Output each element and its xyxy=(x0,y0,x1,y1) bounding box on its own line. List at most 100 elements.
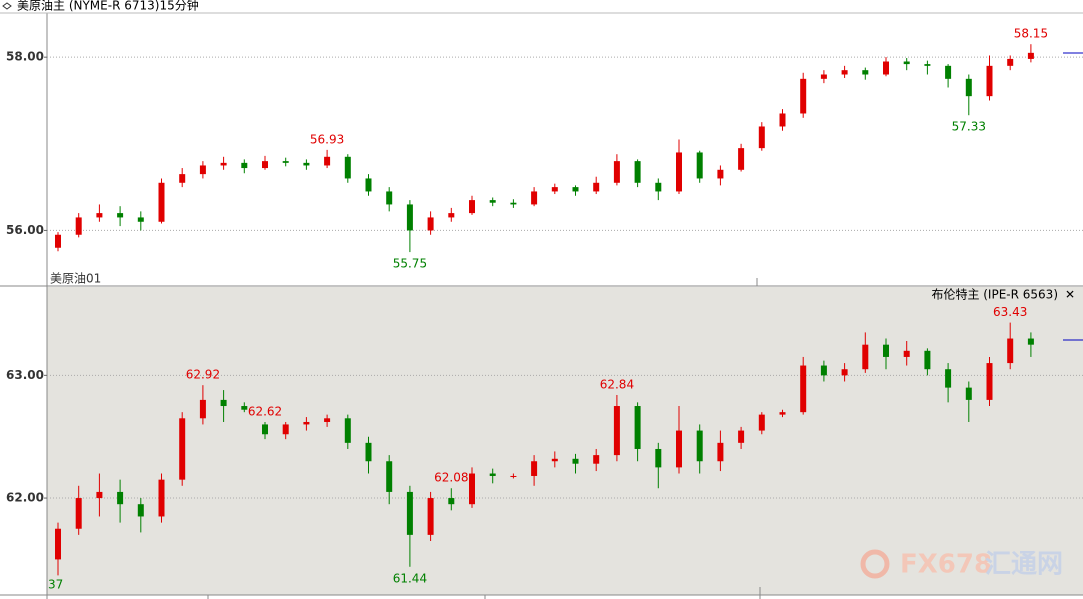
candle-body xyxy=(903,350,910,357)
candle-body xyxy=(634,161,641,183)
candle-body xyxy=(241,162,248,169)
candle-body xyxy=(220,399,227,407)
candle-body xyxy=(55,528,61,560)
candle-body xyxy=(717,442,724,462)
candle-body xyxy=(738,148,745,170)
candle-body xyxy=(924,350,931,370)
candle-body xyxy=(324,156,331,166)
candle-body xyxy=(469,200,475,214)
candle-body xyxy=(96,213,103,218)
close-button[interactable]: ✕ xyxy=(1065,288,1075,302)
candle-body xyxy=(510,475,517,477)
candle-body xyxy=(324,418,331,422)
candle-body xyxy=(758,414,765,431)
candle-body xyxy=(676,152,682,192)
candle-body xyxy=(55,234,61,248)
candle-body xyxy=(551,458,558,462)
candle-body xyxy=(1007,58,1014,66)
candle-body xyxy=(75,498,82,529)
candle-body xyxy=(903,61,910,65)
candle-body xyxy=(489,473,496,476)
candle-body xyxy=(986,65,993,97)
candle-body xyxy=(531,461,538,476)
candle-body xyxy=(696,430,703,462)
candle-body xyxy=(344,418,351,443)
extreme-label: 58.15 xyxy=(1014,27,1048,41)
y-tick-label: 56.00 xyxy=(6,223,44,237)
extreme-label: 62.62 xyxy=(248,404,282,418)
candle-body xyxy=(1027,338,1034,345)
candle-body xyxy=(303,162,310,166)
candle-body xyxy=(179,174,186,183)
candle-body xyxy=(96,491,103,499)
candle-body xyxy=(758,126,765,149)
candle-body xyxy=(593,455,600,464)
candle-body xyxy=(262,424,268,435)
candle-body xyxy=(117,213,124,218)
candle-body xyxy=(613,161,620,183)
candle-body xyxy=(303,421,310,425)
candle-body xyxy=(137,217,144,222)
candle-body xyxy=(676,430,682,468)
candle-body xyxy=(386,191,393,205)
y-tick-label: 62.00 xyxy=(6,491,44,505)
candle-body xyxy=(883,61,889,75)
candle-body xyxy=(779,412,786,415)
extreme-label: 57.33 xyxy=(952,120,986,134)
candle-body xyxy=(883,344,889,357)
candle-body xyxy=(572,458,579,464)
candle-body xyxy=(655,182,662,192)
candle-body xyxy=(862,344,869,370)
candle-body xyxy=(779,113,786,127)
candle-body xyxy=(406,204,413,231)
y-tick-label: 63.00 xyxy=(6,368,44,382)
candle-body xyxy=(572,187,579,192)
candle-body xyxy=(965,78,972,97)
candle-body xyxy=(241,406,248,410)
candle-body xyxy=(800,78,807,114)
watermark: 汇通网 xyxy=(985,550,1063,580)
candle-body xyxy=(282,424,289,435)
candle-body xyxy=(986,363,993,400)
candle-body xyxy=(800,365,807,413)
candle-body xyxy=(448,213,455,218)
candle-body xyxy=(262,161,268,169)
candle-body xyxy=(158,182,165,222)
edge-label: 37 xyxy=(48,578,63,592)
candle-body xyxy=(841,70,848,75)
extreme-label: 56.93 xyxy=(310,132,344,146)
candle-body xyxy=(820,74,827,79)
chart-title: 布伦特主 (IPE-R 6563) xyxy=(931,287,1058,302)
watermark: FX678 xyxy=(900,550,992,580)
extreme-label: 61.44 xyxy=(393,571,427,585)
candle-body xyxy=(427,498,434,535)
candle-body xyxy=(738,430,745,443)
candle-body xyxy=(344,156,351,179)
candle-body xyxy=(696,152,703,179)
extreme-label: 55.75 xyxy=(393,257,427,271)
candle-body xyxy=(448,498,455,505)
candle-body xyxy=(75,217,82,235)
chart-title: 美原油主 (NYME-R 6713)15分钟 xyxy=(17,0,199,13)
candle-body xyxy=(427,217,434,231)
extreme-label: 62.84 xyxy=(600,377,634,391)
candle-body xyxy=(593,182,600,192)
candle-body xyxy=(655,448,662,468)
candle-body xyxy=(945,65,952,79)
panel-icon xyxy=(2,2,12,10)
candle-body xyxy=(406,491,413,535)
candle-body xyxy=(945,369,952,388)
candle-body xyxy=(365,442,372,462)
candle-body xyxy=(489,200,496,203)
candle-body xyxy=(199,165,206,175)
candle-body xyxy=(965,387,972,400)
candle-body xyxy=(862,70,869,75)
candle-body xyxy=(634,406,641,449)
candle-body xyxy=(282,161,289,163)
candle-body xyxy=(924,64,931,66)
chart-subtitle: 美原油01 xyxy=(50,272,101,286)
candle-body xyxy=(717,169,724,179)
candle-body xyxy=(220,162,227,166)
